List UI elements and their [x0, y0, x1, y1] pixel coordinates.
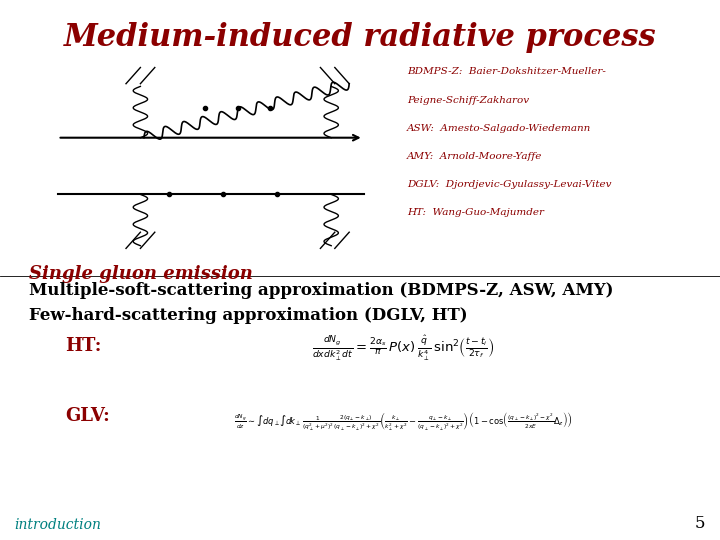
Text: Peigne-Schiff-Zakharov: Peigne-Schiff-Zakharov [407, 96, 529, 105]
Text: ASW:  Amesto-Salgado-Wiedemann: ASW: Amesto-Salgado-Wiedemann [407, 124, 591, 133]
Text: Multiple-soft-scattering approximation (BDMPS-Z, ASW, AMY): Multiple-soft-scattering approximation (… [29, 282, 613, 299]
Text: $\frac{dN_g}{dz} \sim \int dq_\perp \int d\!k_\perp\,\frac{1}{(q_\perp^2+\mu^2)^: $\frac{dN_g}{dz} \sim \int dq_\perp \int… [234, 410, 572, 433]
Text: Few-hard-scattering approximation (DGLV, HT): Few-hard-scattering approximation (DGLV,… [29, 307, 467, 323]
Text: 5: 5 [695, 515, 706, 532]
Text: BDMPS-Z:  Baier-Dokshitzer-Mueller-: BDMPS-Z: Baier-Dokshitzer-Mueller- [407, 68, 606, 77]
Text: DGLV:  Djordjevic-Gyulassy-Levai-Vitev: DGLV: Djordjevic-Gyulassy-Levai-Vitev [407, 180, 611, 189]
Text: $\frac{dN_g}{dxdk_\perp^2 dt} = \frac{2\alpha_s}{\pi}\, P(x)\, \frac{\hat{q}}{k_: $\frac{dN_g}{dxdk_\perp^2 dt} = \frac{2\… [312, 334, 495, 363]
Text: Medium-induced radiative process: Medium-induced radiative process [63, 22, 657, 52]
Text: HT:: HT: [65, 336, 102, 355]
Text: GLV:: GLV: [65, 407, 109, 425]
Text: HT:  Wang-Guo-Majumder: HT: Wang-Guo-Majumder [407, 208, 544, 217]
Text: AMY:  Arnold-Moore-Yaffe: AMY: Arnold-Moore-Yaffe [407, 152, 542, 161]
Text: Single gluon emission: Single gluon emission [29, 265, 253, 282]
Text: introduction: introduction [14, 518, 102, 532]
